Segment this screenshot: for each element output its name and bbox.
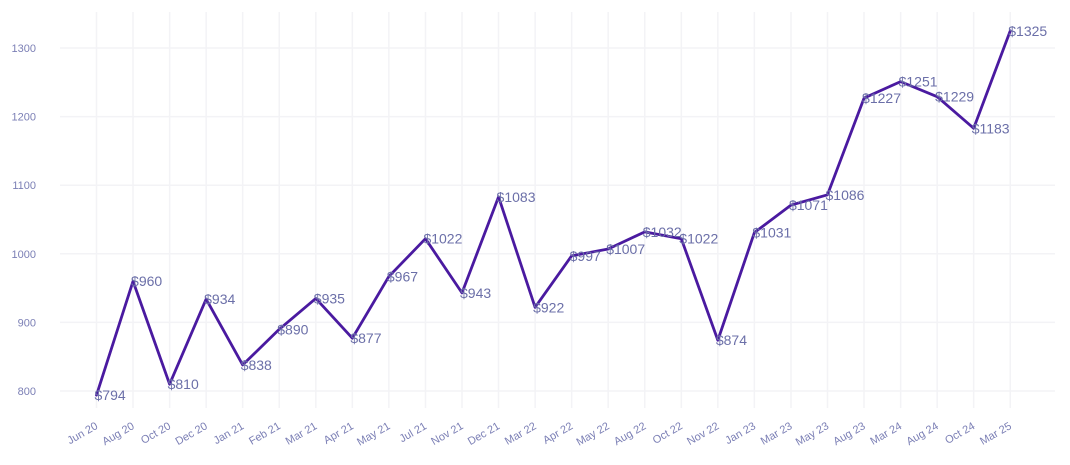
x-tick-label: Aug 22 <box>612 420 648 448</box>
data-label: $874 <box>716 332 747 348</box>
data-label: $1032 <box>643 224 682 240</box>
data-label: $1022 <box>679 231 718 247</box>
x-tick-label: Nov 21 <box>429 420 465 448</box>
data-label: $877 <box>350 330 381 346</box>
data-label: $1183 <box>972 120 1010 136</box>
data-label: $934 <box>204 291 235 307</box>
data-label: $810 <box>168 376 199 392</box>
y-tick-label: 1000 <box>12 249 36 261</box>
data-label: $922 <box>533 299 564 315</box>
x-tick-label: Jan 23 <box>723 420 758 447</box>
x-tick-label: May 21 <box>355 420 392 448</box>
y-tick-label: 900 <box>18 317 36 329</box>
x-tick-label: Mar 25 <box>978 420 1014 448</box>
x-tick-label: Jan 21 <box>212 420 247 447</box>
x-tick-label: Mar 24 <box>868 420 904 448</box>
x-tick-label: Mar 22 <box>503 420 539 448</box>
data-label: $890 <box>277 321 308 337</box>
data-label: $967 <box>387 268 418 284</box>
data-label: $943 <box>460 285 491 301</box>
x-axis-ticks: Jun 20 Aug 20 Oct 20 Dec 20 Jan 21 Feb 21 Mar … <box>65 420 1013 448</box>
x-tick-label: Oct 20 <box>139 420 173 447</box>
data-label: $1022 <box>423 231 462 247</box>
series-line <box>95 29 1012 397</box>
x-tick-label: Aug 23 <box>831 420 867 448</box>
x-tick-label: Mar 21 <box>284 420 320 448</box>
x-tick-label: Nov 22 <box>685 420 721 448</box>
data-label: $1086 <box>826 187 865 203</box>
y-tick-label: 1100 <box>12 180 36 192</box>
x-tick-label: Feb 21 <box>247 420 283 448</box>
data-label: $1007 <box>606 241 645 257</box>
x-tick-label: May 22 <box>574 420 611 448</box>
x-tick-label: Mar 23 <box>759 420 795 448</box>
y-tick-label: 1200 <box>12 112 36 124</box>
x-tick-label: Apr 22 <box>541 420 575 447</box>
data-label: $1031 <box>752 225 791 241</box>
x-tick-label: Jun 20 <box>65 420 100 447</box>
data-labels: $794 $960 $810 $934 $838 $890 $935 $877 $967 $102… <box>95 23 1048 403</box>
data-label: $935 <box>314 290 345 306</box>
x-tick-label: Apr 21 <box>322 420 356 447</box>
data-label: $1083 <box>497 189 536 205</box>
data-label: $794 <box>95 387 126 403</box>
x-tick-label: Jul 21 <box>398 420 429 445</box>
x-tick-label: Dec 21 <box>466 420 502 448</box>
data-label: $960 <box>131 273 162 289</box>
data-label: $1325 <box>1008 23 1047 39</box>
data-label: $1229 <box>935 89 974 105</box>
data-label: $997 <box>570 248 601 264</box>
y-tick-label: 1300 <box>12 43 36 55</box>
data-label: $1071 <box>789 197 828 213</box>
x-tick-label: Aug 24 <box>904 420 940 448</box>
x-tick-label: Oct 24 <box>943 420 977 447</box>
data-label: $1227 <box>862 90 901 106</box>
x-tick-label: May 23 <box>794 420 831 448</box>
x-tick-label: Oct 22 <box>651 420 685 447</box>
y-axis-ticks: 800 900 1000 1100 1200 1300 <box>12 43 36 398</box>
grid <box>60 12 1055 408</box>
data-label: $838 <box>241 357 272 373</box>
y-tick-label: 800 <box>18 386 36 398</box>
x-tick-label: Aug 20 <box>100 420 136 448</box>
data-label: $1251 <box>899 74 938 90</box>
x-tick-label: Dec 20 <box>173 420 209 448</box>
